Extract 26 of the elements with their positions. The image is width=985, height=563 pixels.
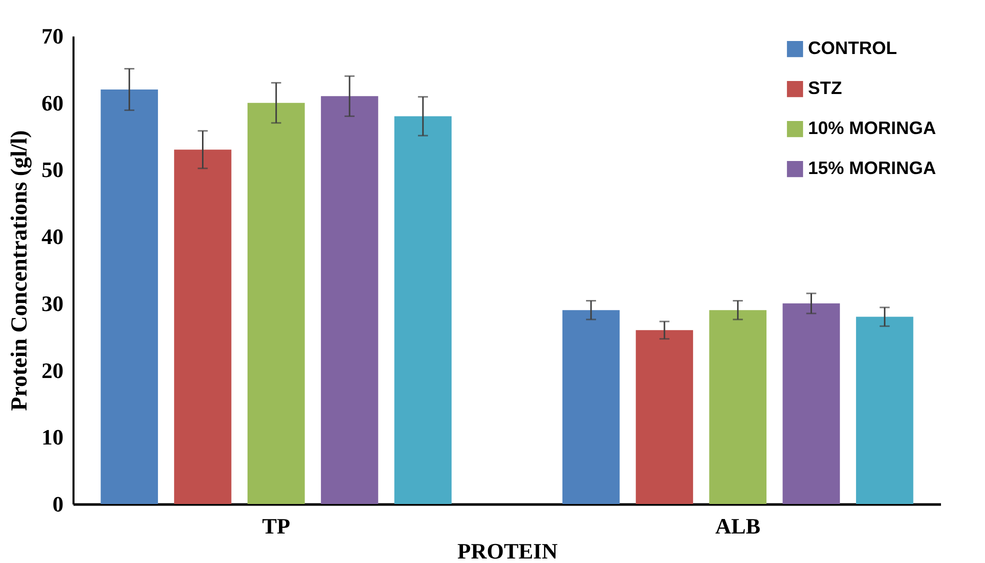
bar [320, 96, 378, 504]
y-tick-label: 60 [42, 90, 64, 116]
y-tick-label: 20 [42, 358, 64, 383]
bar [709, 310, 766, 504]
legend-label: 15% MORINGA [808, 158, 936, 178]
legend-label: 10% MORINGA [808, 118, 936, 138]
x-tick-label: ALB [715, 514, 761, 538]
x-tick-label: TP [262, 514, 290, 538]
x-axis-title: PROTEIN [457, 538, 558, 563]
bar [174, 150, 232, 504]
y-tick-label: 70 [42, 24, 64, 48]
y-tick-label: 10 [42, 424, 64, 450]
bar [782, 303, 840, 504]
y-tick-label: 40 [42, 224, 64, 250]
bar [248, 102, 305, 504]
bar [856, 316, 914, 504]
y-tick-label: 0 [52, 492, 64, 516]
bar [394, 116, 452, 504]
bar [636, 330, 694, 504]
bar [562, 310, 620, 504]
y-axis-title: Protein Concentrations (gl/l) [6, 130, 32, 411]
y-tick-label: 50 [42, 157, 64, 182]
legend-label: STZ [808, 78, 842, 98]
legend-label: CONTROL [808, 38, 897, 58]
bar [100, 89, 158, 504]
y-tick-label: 30 [42, 290, 64, 316]
